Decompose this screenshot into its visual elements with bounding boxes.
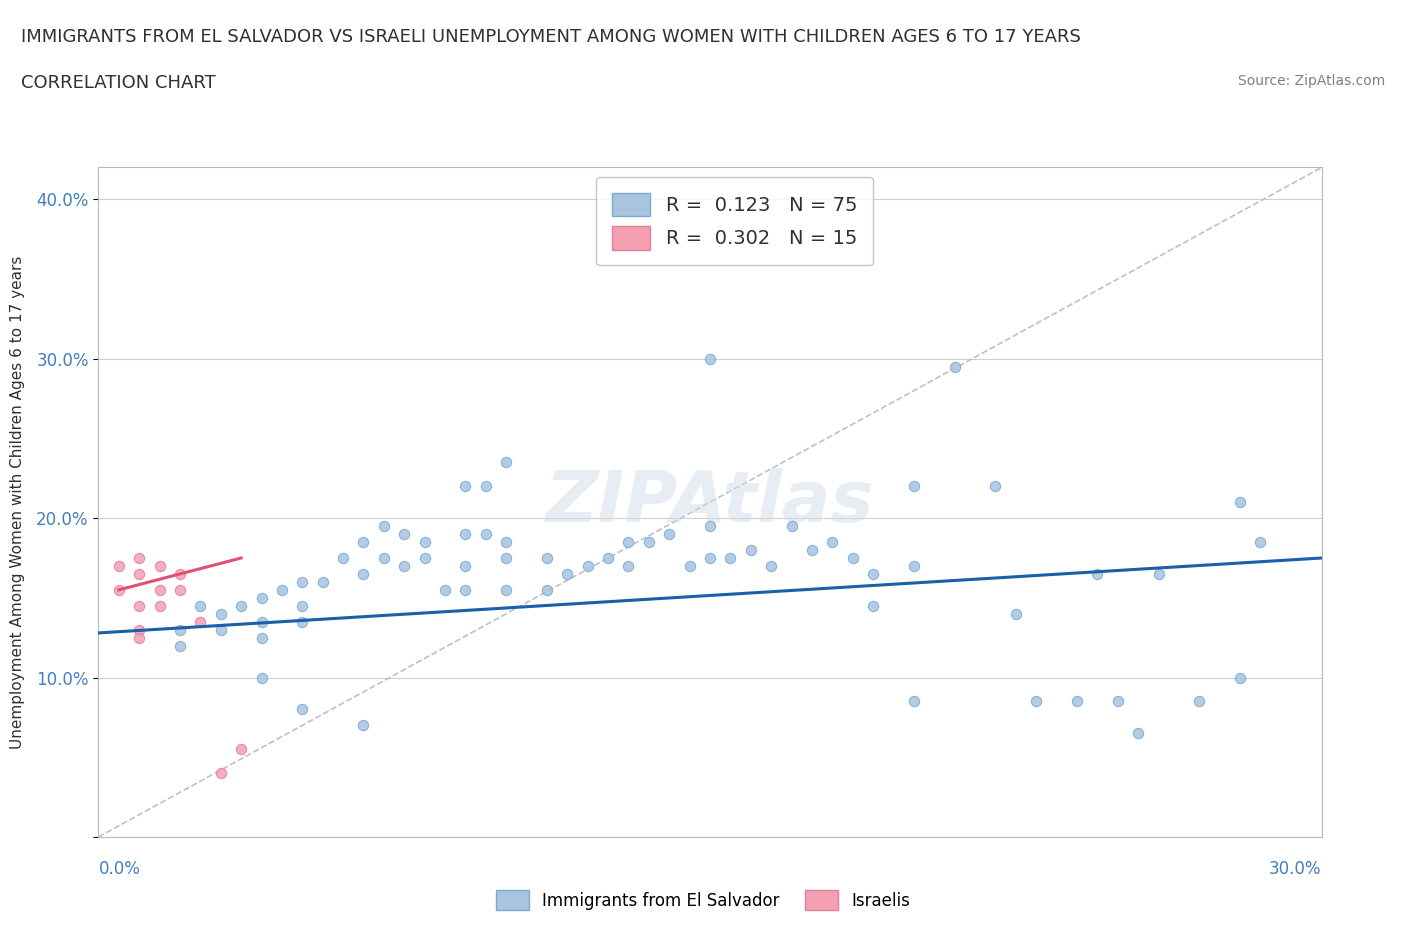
Point bbox=[495, 455, 517, 470]
Point bbox=[149, 582, 172, 597]
Point bbox=[637, 535, 661, 550]
Point bbox=[718, 551, 742, 565]
Y-axis label: Unemployment Among Women with Children Ages 6 to 17 years: Unemployment Among Women with Children A… bbox=[10, 256, 25, 749]
Text: IMMIGRANTS FROM EL SALVADOR VS ISRAELI UNEMPLOYMENT AMONG WOMEN WITH CHILDREN AG: IMMIGRANTS FROM EL SALVADOR VS ISRAELI U… bbox=[21, 28, 1081, 46]
Point bbox=[598, 551, 620, 565]
Point bbox=[332, 551, 354, 565]
Point bbox=[474, 526, 498, 541]
Legend: Immigrants from El Salvador, Israelis: Immigrants from El Salvador, Israelis bbox=[489, 884, 917, 917]
Point bbox=[169, 622, 191, 637]
Point bbox=[270, 582, 294, 597]
Point bbox=[291, 598, 314, 613]
Point bbox=[291, 702, 314, 717]
Point bbox=[862, 598, 884, 613]
Point bbox=[108, 559, 131, 574]
Point bbox=[780, 519, 803, 534]
Point bbox=[392, 559, 416, 574]
Text: CORRELATION CHART: CORRELATION CHART bbox=[21, 74, 217, 92]
Point bbox=[250, 591, 273, 605]
Point bbox=[352, 535, 374, 550]
Point bbox=[231, 598, 253, 613]
Point bbox=[821, 535, 844, 550]
Point bbox=[1004, 606, 1026, 621]
Point bbox=[903, 694, 925, 709]
Point bbox=[413, 551, 436, 565]
Point bbox=[231, 742, 253, 757]
Legend: R =  0.123   N = 75, R =  0.302   N = 15: R = 0.123 N = 75, R = 0.302 N = 15 bbox=[596, 177, 873, 265]
Point bbox=[1229, 495, 1251, 510]
Point bbox=[169, 638, 191, 653]
Point bbox=[291, 615, 314, 630]
Point bbox=[617, 559, 640, 574]
Point bbox=[1229, 671, 1251, 685]
Point bbox=[474, 479, 498, 494]
Point bbox=[392, 526, 416, 541]
Point bbox=[576, 559, 599, 574]
Point bbox=[841, 551, 863, 565]
Point bbox=[188, 615, 212, 630]
Point bbox=[454, 479, 477, 494]
Point bbox=[250, 671, 273, 685]
Point bbox=[169, 566, 191, 581]
Point bbox=[761, 559, 783, 574]
Point bbox=[1249, 535, 1271, 550]
Point bbox=[434, 582, 457, 597]
Point bbox=[1066, 694, 1088, 709]
Point bbox=[495, 582, 517, 597]
Point bbox=[454, 582, 477, 597]
Point bbox=[291, 575, 314, 590]
Point bbox=[209, 765, 232, 780]
Point bbox=[352, 566, 374, 581]
Point bbox=[1085, 566, 1108, 581]
Point bbox=[903, 479, 925, 494]
Point bbox=[984, 479, 1007, 494]
Point bbox=[536, 582, 558, 597]
Point bbox=[679, 559, 702, 574]
Point bbox=[943, 359, 966, 374]
Point bbox=[454, 559, 477, 574]
Point bbox=[1147, 566, 1170, 581]
Point bbox=[495, 551, 517, 565]
Point bbox=[108, 582, 131, 597]
Point bbox=[699, 551, 721, 565]
Point bbox=[373, 551, 395, 565]
Point bbox=[209, 606, 232, 621]
Point bbox=[495, 535, 517, 550]
Point bbox=[188, 598, 212, 613]
Point bbox=[149, 598, 172, 613]
Point bbox=[250, 615, 273, 630]
Point bbox=[862, 566, 884, 581]
Point bbox=[169, 582, 191, 597]
Point bbox=[209, 622, 232, 637]
Point bbox=[413, 535, 436, 550]
Point bbox=[128, 631, 150, 645]
Point bbox=[352, 718, 374, 733]
Point bbox=[128, 566, 150, 581]
Point bbox=[373, 519, 395, 534]
Point bbox=[312, 575, 335, 590]
Text: 30.0%: 30.0% bbox=[1270, 860, 1322, 878]
Point bbox=[149, 559, 172, 574]
Point bbox=[128, 598, 150, 613]
Text: 0.0%: 0.0% bbox=[98, 860, 141, 878]
Point bbox=[1128, 726, 1150, 741]
Point bbox=[250, 631, 273, 645]
Point bbox=[617, 535, 640, 550]
Point bbox=[1025, 694, 1047, 709]
Point bbox=[454, 526, 477, 541]
Text: Source: ZipAtlas.com: Source: ZipAtlas.com bbox=[1237, 74, 1385, 88]
Point bbox=[903, 559, 925, 574]
Point bbox=[801, 542, 824, 557]
Point bbox=[740, 542, 762, 557]
Text: ZIPAtlas: ZIPAtlas bbox=[546, 468, 875, 537]
Point bbox=[536, 551, 558, 565]
Point bbox=[699, 519, 721, 534]
Point bbox=[1188, 694, 1211, 709]
Point bbox=[555, 566, 579, 581]
Point bbox=[658, 526, 681, 541]
Point bbox=[699, 352, 721, 366]
Point bbox=[128, 551, 150, 565]
Point bbox=[128, 622, 150, 637]
Point bbox=[1107, 694, 1129, 709]
